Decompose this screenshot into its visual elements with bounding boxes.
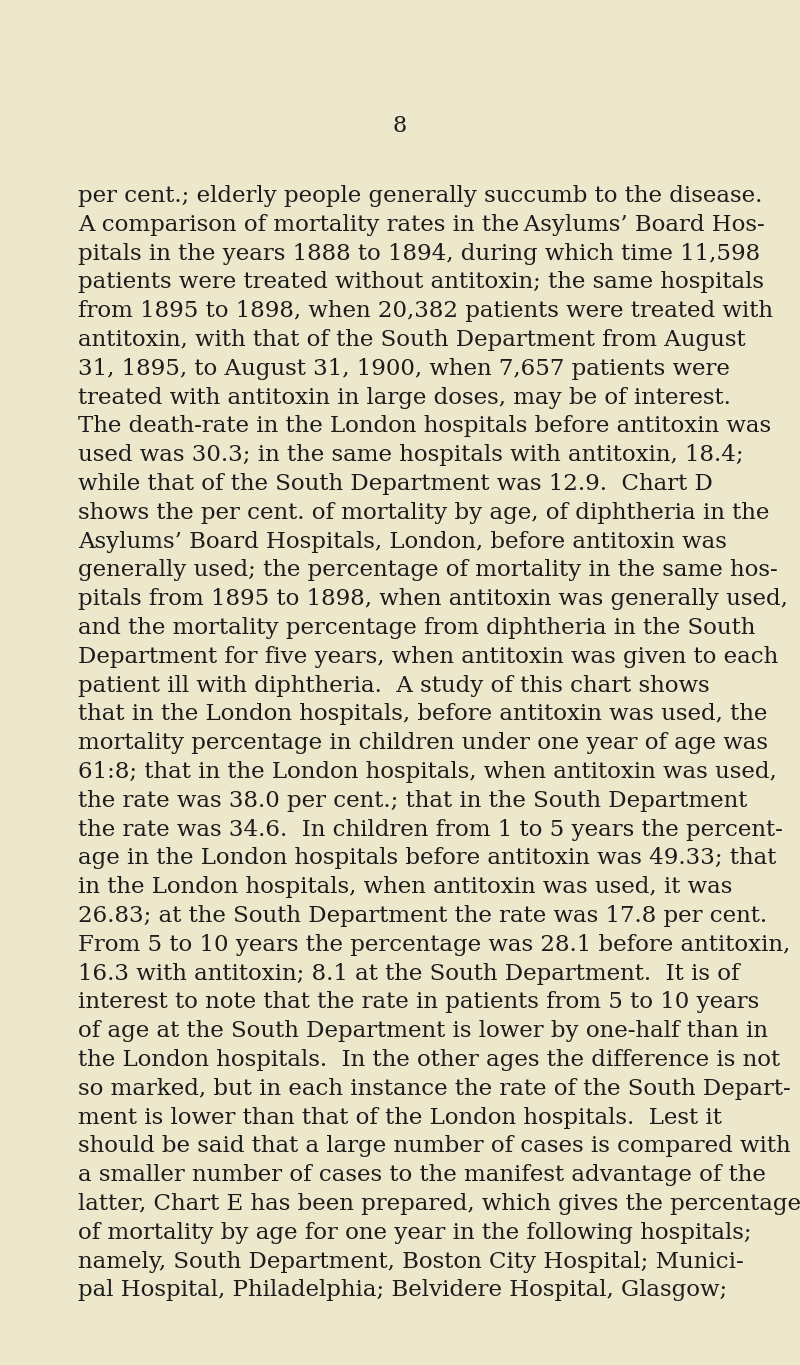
Text: A comparison of mortality rates in the Asylums’ Board Hos-: A comparison of mortality rates in the A… <box>78 214 765 236</box>
Text: should be said that a large number of cases is compared with: should be said that a large number of ca… <box>78 1136 790 1158</box>
Text: treated with antitoxin in large doses, may be of interest.: treated with antitoxin in large doses, m… <box>78 386 731 408</box>
Text: pitals in the years 1888 to 1894, during which time 11,598: pitals in the years 1888 to 1894, during… <box>78 243 760 265</box>
Text: pal Hospital, Philadelphia; Belvidere Hospital, Glasgow;: pal Hospital, Philadelphia; Belvidere Ho… <box>78 1279 727 1301</box>
Text: pitals from 1895 to 1898, when antitoxin was generally used,: pitals from 1895 to 1898, when antitoxin… <box>78 588 788 610</box>
Text: the London hospitals.  In the other ages the difference is not: the London hospitals. In the other ages … <box>78 1048 780 1072</box>
Text: Asylums’ Board Hospitals, London, before antitoxin was: Asylums’ Board Hospitals, London, before… <box>78 531 727 553</box>
Text: that in the London hospitals, before antitoxin was used, the: that in the London hospitals, before ant… <box>78 703 767 725</box>
Text: Department for five years, when antitoxin was given to each: Department for five years, when antitoxi… <box>78 646 778 667</box>
Text: From 5 to 10 years the percentage was 28.1 before antitoxin,: From 5 to 10 years the percentage was 28… <box>78 934 790 956</box>
Text: 16.3 with antitoxin; 8.1 at the South Department.  It is of: 16.3 with antitoxin; 8.1 at the South De… <box>78 962 739 984</box>
Text: so marked, but in each instance the rate of the South Depart-: so marked, but in each instance the rate… <box>78 1078 790 1100</box>
Text: while that of the South Department was 12.9.  Chart D: while that of the South Department was 1… <box>78 474 713 495</box>
Text: The death-rate in the London hospitals before antitoxin was: The death-rate in the London hospitals b… <box>78 415 771 437</box>
Text: used was 30.3; in the same hospitals with antitoxin, 18.4;: used was 30.3; in the same hospitals wit… <box>78 444 744 467</box>
Text: namely, South Department, Boston City Hospital; Munici-: namely, South Department, Boston City Ho… <box>78 1250 744 1272</box>
Text: 61:8; that in the London hospitals, when antitoxin was used,: 61:8; that in the London hospitals, when… <box>78 762 777 784</box>
Text: and the mortality percentage from diphtheria in the South: and the mortality percentage from diphth… <box>78 617 755 639</box>
Text: shows the per cent. of mortality by age, of diphtheria in the: shows the per cent. of mortality by age,… <box>78 502 770 524</box>
Text: per cent.; elderly people generally succumb to the disease.: per cent.; elderly people generally succ… <box>78 186 762 207</box>
Text: of mortality by age for one year in the following hospitals;: of mortality by age for one year in the … <box>78 1222 752 1244</box>
Text: generally used; the percentage of mortality in the same hos-: generally used; the percentage of mortal… <box>78 560 778 581</box>
Text: 26.83; at the South Department the rate was 17.8 per cent.: 26.83; at the South Department the rate … <box>78 905 767 927</box>
Text: antitoxin, with that of the South Department from August: antitoxin, with that of the South Depart… <box>78 329 746 351</box>
Text: 31, 1895, to August 31, 1900, when 7,657 patients were: 31, 1895, to August 31, 1900, when 7,657… <box>78 358 730 379</box>
Text: in the London hospitals, when antitoxin was used, it was: in the London hospitals, when antitoxin … <box>78 876 732 898</box>
Text: mortality percentage in children under one year of age was: mortality percentage in children under o… <box>78 732 768 755</box>
Text: a smaller number of cases to the manifest advantage of the: a smaller number of cases to the manifes… <box>78 1164 766 1186</box>
Text: patient ill with diphtheria.  A study of this chart shows: patient ill with diphtheria. A study of … <box>78 674 710 696</box>
Text: from 1895 to 1898, when 20,382 patients were treated with: from 1895 to 1898, when 20,382 patients … <box>78 300 773 322</box>
Text: of age at the South Department is lower by one-half than in: of age at the South Department is lower … <box>78 1020 768 1043</box>
Text: 8: 8 <box>393 115 407 136</box>
Text: age in the London hospitals before antitoxin was 49.33; that: age in the London hospitals before antit… <box>78 848 776 870</box>
Text: the rate was 38.0 per cent.; that in the South Department: the rate was 38.0 per cent.; that in the… <box>78 790 747 812</box>
Text: patients were treated without antitoxin; the same hospitals: patients were treated without antitoxin;… <box>78 272 764 293</box>
Text: latter, Chart E has been prepared, which gives the percentage: latter, Chart E has been prepared, which… <box>78 1193 800 1215</box>
Text: the rate was 34.6.  In children from 1 to 5 years the percent-: the rate was 34.6. In children from 1 to… <box>78 819 783 841</box>
Text: interest to note that the rate in patients from 5 to 10 years: interest to note that the rate in patien… <box>78 991 759 1013</box>
Text: ment is lower than that of the London hospitals.  Lest it: ment is lower than that of the London ho… <box>78 1107 722 1129</box>
